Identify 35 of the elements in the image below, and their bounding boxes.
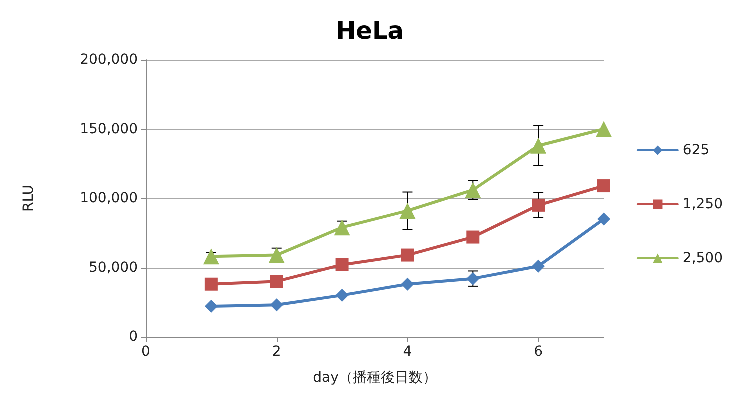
point — [204, 278, 218, 291]
point — [465, 182, 482, 198]
y-tick-label: 50,000 — [89, 260, 138, 276]
point — [532, 260, 546, 273]
x-tick-label: 0 — [142, 344, 150, 360]
x-tick-label: 2 — [272, 344, 282, 360]
chart-title: HeLa — [336, 17, 404, 45]
y-tick-label: 200,000 — [80, 52, 138, 68]
point — [334, 220, 350, 236]
x-axis-title: day（播種後日数） — [313, 370, 437, 386]
y-tick-label: 100,000 — [80, 190, 138, 206]
point — [204, 300, 218, 314]
point — [401, 278, 414, 291]
legend-label: 625 — [682, 142, 710, 158]
point — [466, 230, 480, 244]
point — [401, 248, 414, 262]
point — [203, 248, 220, 265]
point — [270, 298, 284, 312]
point — [532, 198, 546, 212]
point — [268, 247, 285, 264]
y-tick-label: 0 — [129, 329, 138, 345]
legend-label: 2,500 — [682, 250, 724, 266]
legend-label: 1,250 — [682, 196, 724, 212]
point — [530, 138, 547, 154]
point — [598, 212, 610, 226]
point — [336, 288, 349, 302]
point — [400, 202, 416, 219]
y-tick-label: 150,000 — [80, 121, 138, 138]
point — [598, 180, 610, 193]
point — [596, 121, 612, 138]
y-axis-title: RLU — [21, 184, 37, 212]
x-tick-label: 4 — [403, 344, 412, 360]
point — [336, 258, 349, 272]
point — [270, 275, 284, 288]
x-tick-label: 6 — [534, 344, 544, 360]
